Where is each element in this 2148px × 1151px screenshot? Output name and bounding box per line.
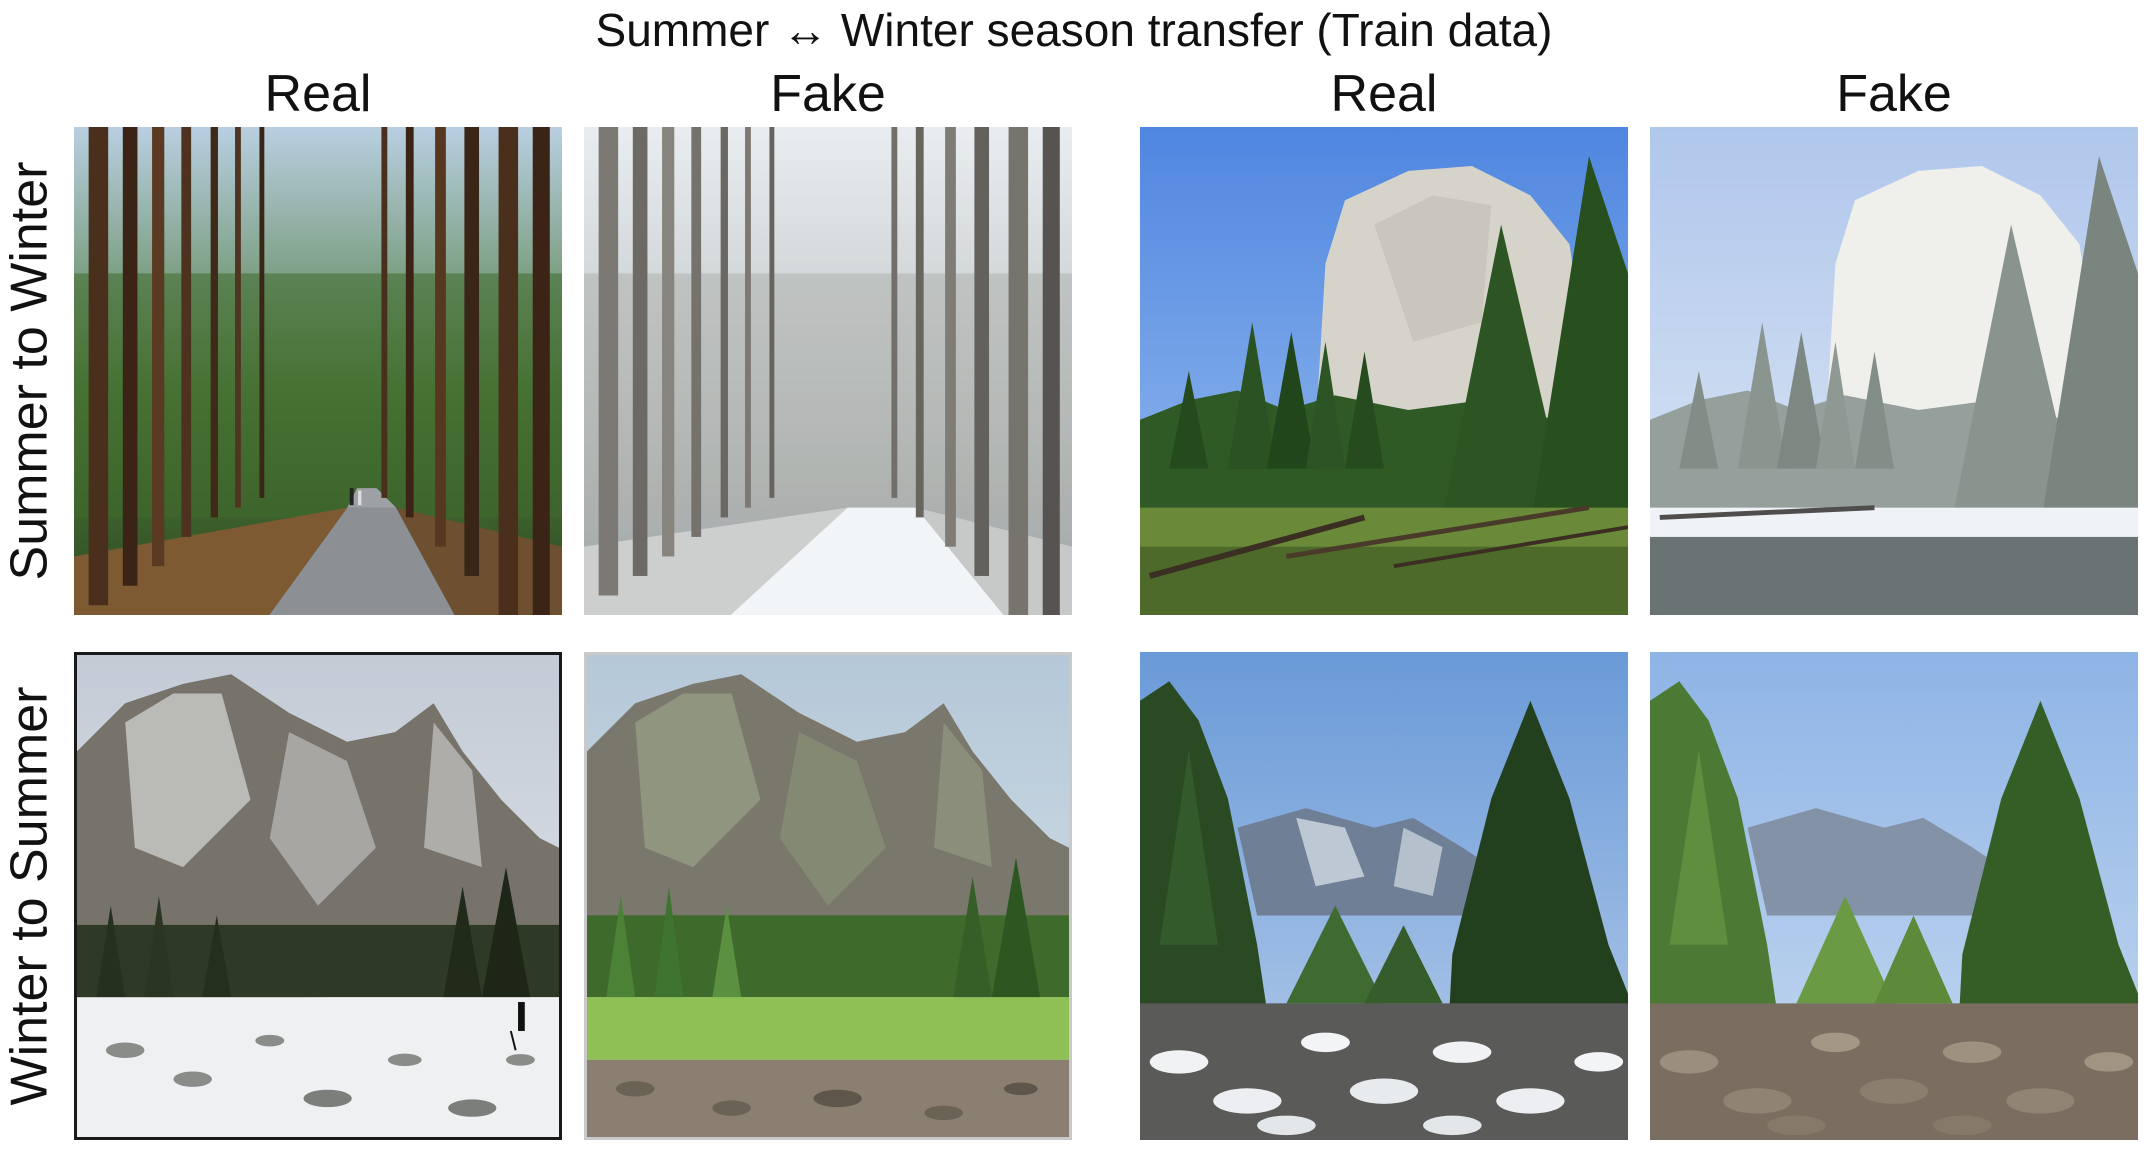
panel-summer-cliff-real <box>1140 127 1628 615</box>
column-label-real-2: Real <box>1330 65 1438 123</box>
cliff-meadow-photo <box>1650 127 2138 615</box>
panel-summer-forest-fake <box>584 127 1072 615</box>
valley-river-photo <box>1650 652 2138 1140</box>
mountain-meadow-photo <box>587 655 1069 1137</box>
panel-summer-forest-real <box>74 127 562 615</box>
cliff-meadow-photo <box>1140 127 1628 615</box>
row-label-summer-to-winter: Summer to Winter <box>0 161 59 581</box>
panel-summer-cliff-fake <box>1650 127 2138 615</box>
valley-river-photo <box>1140 652 1628 1140</box>
panel-winter-mountain-real <box>74 652 562 1140</box>
forest-road-photo <box>74 127 562 615</box>
panel-winter-valley-real <box>1140 652 1628 1140</box>
panel-winter-valley-fake <box>1650 652 2138 1140</box>
row-label-winter-to-summer: Winter to Summer <box>0 686 59 1106</box>
column-label-fake-1: Fake <box>770 65 886 123</box>
mountain-meadow-photo <box>77 655 559 1137</box>
forest-road-photo <box>584 127 1072 615</box>
column-label-fake-2: Fake <box>1836 65 1952 123</box>
figure-title: Summer ↔ Winter season transfer (Train d… <box>595 4 1553 56</box>
panel-winter-mountain-fake <box>584 652 1072 1140</box>
column-label-real-1: Real <box>264 65 372 123</box>
